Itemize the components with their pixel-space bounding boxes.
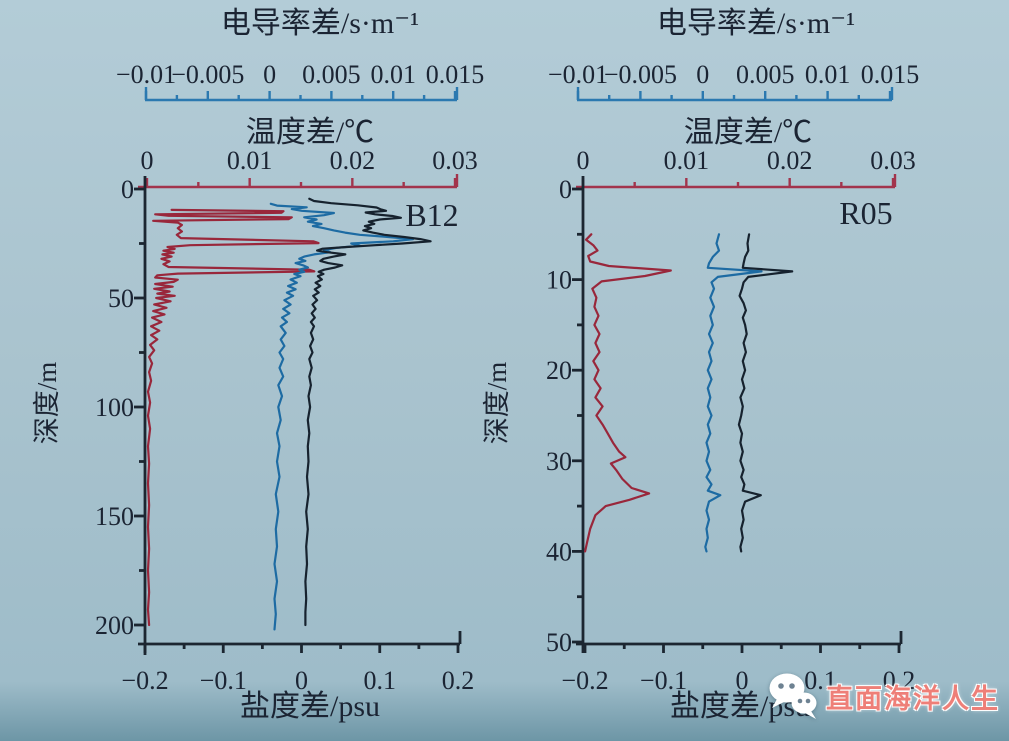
tick-label: −0.1 (200, 666, 247, 695)
B12-temperature-tick-labels: 0 0.01 0.02 0.03 (141, 146, 478, 175)
b12-station-label: B12 (405, 197, 458, 233)
tick-label: 0.1 (364, 666, 397, 695)
tick-label: −0.01 (548, 60, 608, 89)
r05-conductivity-axis-title: 电导率差/s·m⁻¹ (657, 7, 855, 40)
R05-chart: −0.01−0.005 0 0.005 0.01 0.015 0 0.01 0.02 0.03 −… (546, 60, 919, 695)
tick-label: 0.015 (426, 60, 485, 89)
tick-label: 0 (736, 666, 749, 695)
tick-label: 0.03 (870, 146, 916, 175)
B12-depth-tick-labels: 0 50 100 150 200 (95, 175, 134, 640)
B12-salinity-curve (304, 197, 432, 627)
B12-temperature-axis (138, 174, 459, 189)
tick-label: 0.005 (302, 60, 361, 89)
tick-label: 0.2 (883, 666, 916, 695)
B12-conductivity-curve (269, 202, 415, 631)
B12-temperature-curve (146, 208, 320, 627)
tick-label: −0.1 (640, 666, 687, 695)
tick-label: 100 (95, 393, 134, 422)
tick-label: 0.02 (330, 146, 376, 175)
R05-salinity-curve (737, 233, 794, 553)
tick-label: 40 (546, 537, 572, 566)
tick-label: −0.01 (116, 60, 176, 89)
tick-label: 0.01 (370, 60, 416, 89)
B12-conductivity-axis (144, 87, 459, 102)
r05-depth-axis-title: 深度/m (482, 362, 512, 445)
R05-conductivity-curve (704, 233, 763, 553)
watermark: 直面海洋人生 (766, 670, 1000, 722)
wechat-icon (769, 673, 817, 719)
tick-label: 0.2 (442, 666, 475, 695)
R05-conductivity-tick-labels: −0.01−0.005 0 0.005 0.01 0.015 (548, 60, 919, 89)
r05-station-label: R05 (839, 195, 892, 231)
tick-label: 0.005 (736, 60, 795, 89)
b12-salinity-axis-title: 盐度差/psu (240, 690, 380, 723)
R05-temperature-axis (576, 174, 897, 189)
R05-depth-axis (572, 176, 585, 653)
R05-conductivity-axis (576, 87, 894, 102)
tick-label: 200 (95, 611, 134, 640)
tick-label: 0.1 (804, 666, 837, 695)
b12-temperature-axis-title: 温度差/℃ (246, 116, 374, 149)
tick-label: 0 (121, 175, 134, 204)
tick-label: 0.01 (664, 146, 710, 175)
tick-label: 0 (696, 60, 709, 89)
b12-conductivity-axis-title: 电导率差/s·m⁻¹ (221, 7, 419, 40)
tick-label: 50 (546, 628, 572, 657)
tick-label: 0.01 (805, 60, 851, 89)
R05-temperature-tick-labels: 0 0.01 0.02 0.03 (577, 146, 916, 175)
r05-temperature-axis-title: 温度差/℃ (684, 116, 812, 149)
B12-salinity-tick-labels: −0.2 −0.1 0 0.1 0.2 (121, 666, 474, 695)
R05-temperature-curve (583, 233, 672, 553)
R05-salinity-axis (576, 631, 903, 653)
R05-salinity-tick-labels: −0.2 −0.1 0 0.1 0.2 (561, 666, 915, 695)
tick-label: 0 (263, 60, 276, 89)
B12-depth-axis (134, 176, 147, 655)
tick-label: −0.2 (121, 666, 168, 695)
tick-label: 0.02 (767, 146, 813, 175)
R05-depth-tick-labels: 0 10 20 30 40 50 (546, 175, 572, 657)
tick-label: 50 (108, 284, 134, 313)
tick-label: 20 (546, 356, 572, 385)
tick-label: 0 (559, 175, 572, 204)
tick-label: −0.005 (171, 60, 244, 89)
watermark-text: 直面海洋人生 (826, 683, 1000, 714)
tick-label: 10 (546, 266, 572, 295)
tick-label: 0 (141, 146, 154, 175)
tick-label: 0 (295, 666, 308, 695)
tick-label: 0 (577, 146, 590, 175)
B12-chart: −0.01−0.005 0 0.005 0.01 0.015 0 0.01 0.02 0.03 −… (95, 60, 484, 695)
tick-label: −0.005 (604, 60, 677, 89)
tick-label: 150 (95, 502, 134, 531)
tick-label: 0.03 (432, 146, 478, 175)
tick-label: −0.2 (561, 666, 608, 695)
b12-depth-axis-title: 深度/m (32, 362, 62, 445)
tick-label: 0.01 (227, 146, 273, 175)
B12-conductivity-tick-labels: −0.01−0.005 0 0.005 0.01 0.015 (116, 60, 484, 89)
B12-salinity-axis (138, 631, 462, 653)
tick-label: 0.015 (861, 60, 920, 89)
tick-label: 30 (546, 447, 572, 476)
